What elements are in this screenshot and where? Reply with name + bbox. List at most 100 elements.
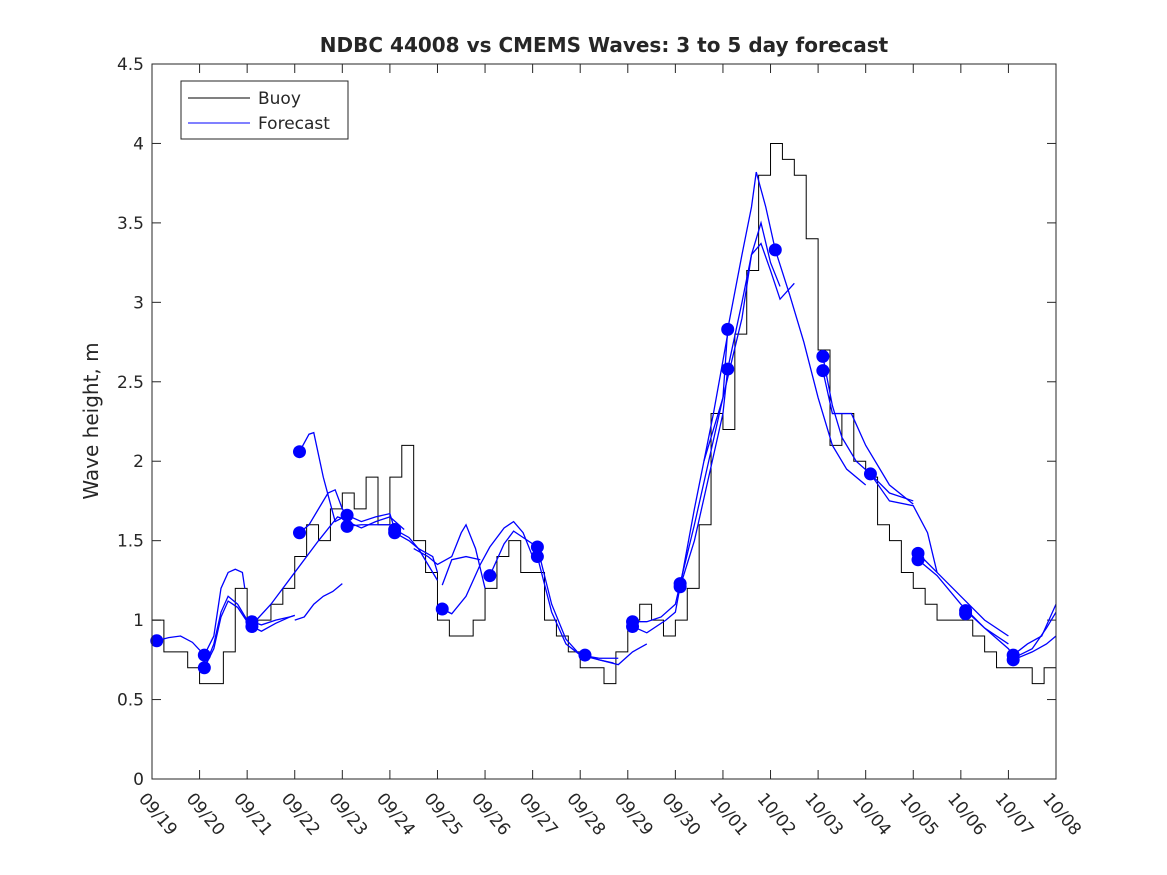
x-tick-label: 10/04 xyxy=(848,789,895,839)
forecast-series-line xyxy=(536,546,614,664)
forecast-series-line xyxy=(632,333,729,634)
forecast-series-line xyxy=(774,249,867,486)
y-tick-label: 0 xyxy=(133,770,144,790)
forecast-series-line xyxy=(346,516,405,531)
forecast-series-line xyxy=(346,512,396,530)
forecast-series-line xyxy=(298,431,348,523)
y-tick-label: 0.5 xyxy=(117,691,144,711)
legend-box xyxy=(180,80,349,140)
legend-forecast-label: Forecast xyxy=(258,114,330,134)
forecast-series-line xyxy=(822,370,914,505)
forecast-series-line xyxy=(679,368,729,587)
y-tick-label: 1 xyxy=(133,611,144,631)
forecast-start-marker xyxy=(911,553,925,567)
forecast-series-line xyxy=(727,220,781,370)
x-tick-label: 09/20 xyxy=(182,789,229,839)
legend: Buoy Forecast xyxy=(180,80,349,140)
forecast-start-marker xyxy=(340,508,354,522)
forecast-series-line xyxy=(703,242,795,462)
forecast-start-marker xyxy=(1006,653,1020,667)
y-tick-label: 2.5 xyxy=(117,373,144,393)
forecast-series-line xyxy=(347,524,396,534)
forecast-start-marker xyxy=(388,526,402,540)
forecast-series-line xyxy=(441,520,534,615)
forecast-series-line xyxy=(394,532,439,581)
x-tick-label: 10/08 xyxy=(1038,789,1085,839)
forecast-start-marker xyxy=(626,619,640,633)
forecast-series-line xyxy=(489,530,538,576)
forecast-start-marker xyxy=(245,619,259,633)
x-tick-label: 09/21 xyxy=(229,789,276,839)
forecast-start-marker xyxy=(530,550,544,564)
y-tick-label: 4 xyxy=(133,134,144,154)
forecast-series-line xyxy=(822,356,938,573)
plot-area-frame xyxy=(151,63,1057,780)
forecast-start-marker xyxy=(483,569,497,583)
y-tick-label: 4.5 xyxy=(117,55,144,75)
forecast-start-marker xyxy=(816,349,830,363)
x-tick-label: 10/03 xyxy=(800,789,847,839)
forecast-start-marker xyxy=(150,634,164,648)
x-tick-label: 09/23 xyxy=(324,789,371,839)
x-tick-label: 09/27 xyxy=(515,789,562,839)
forecast-series-line xyxy=(536,556,619,659)
forecast-series-line xyxy=(441,555,481,586)
forecast-series-line xyxy=(917,559,1009,645)
forecast-series-line xyxy=(584,643,648,666)
forecast-series-line xyxy=(299,488,348,534)
legend-buoy-label: Buoy xyxy=(258,89,301,109)
forecast-series-line xyxy=(727,171,776,330)
x-tick-label: 09/25 xyxy=(420,789,467,839)
x-tick-label: 09/19 xyxy=(134,789,181,839)
buoy-series-line xyxy=(152,142,1056,685)
forecast-start-marker xyxy=(959,607,973,621)
x-tick-label: 10/01 xyxy=(705,789,752,839)
forecast-series-line xyxy=(869,473,914,502)
forecast-start-marker xyxy=(768,243,782,257)
forecast-series-line xyxy=(251,614,295,632)
forecast-start-marker xyxy=(340,519,354,533)
chart-title: NDBC 44008 vs CMEMS Waves: 3 to 5 day fo… xyxy=(320,33,889,57)
x-tick-label: 10/05 xyxy=(895,789,942,839)
forecast-start-marker xyxy=(435,602,449,616)
x-tick-label: 10/07 xyxy=(991,789,1038,839)
y-tick-label: 3 xyxy=(133,293,144,313)
x-tick-label: 10/02 xyxy=(753,789,800,839)
forecast-start-marker xyxy=(578,648,592,662)
forecast-start-marker xyxy=(816,364,830,378)
x-tick-label: 09/24 xyxy=(372,789,419,839)
forecast-series-line xyxy=(917,552,1009,637)
forecast-series-line xyxy=(294,583,343,621)
x-tick-label: 09/22 xyxy=(277,789,324,839)
forecast-series-line xyxy=(251,516,348,626)
forecast-series-line xyxy=(413,523,486,589)
forecast-series-line xyxy=(632,583,681,623)
forecast-start-marker xyxy=(673,580,687,594)
x-tick-label: 09/28 xyxy=(562,789,609,839)
y-tick-label: 2 xyxy=(133,452,144,472)
forecast-start-marker xyxy=(292,526,306,540)
forecast-series-line xyxy=(1012,635,1057,661)
forecast-start-marker xyxy=(863,467,877,481)
x-tick-label: 09/29 xyxy=(610,789,657,839)
forecast-series-line xyxy=(203,595,253,669)
forecast-start-marker xyxy=(530,540,544,554)
forecast-start-marker xyxy=(292,445,306,459)
forecast-series-line xyxy=(156,635,205,656)
forecast-start-marker xyxy=(197,661,211,675)
forecast-start-marker xyxy=(197,648,211,662)
y-axis-label: Wave height, m xyxy=(79,342,103,499)
forecast-series-line xyxy=(203,600,252,669)
forecast-start-marker xyxy=(721,362,735,376)
y-tick-label: 1.5 xyxy=(117,532,144,552)
x-tick-label: 09/30 xyxy=(658,789,705,839)
forecast-series-line xyxy=(679,329,729,584)
x-tick-label: 09/26 xyxy=(467,789,514,839)
y-tick-label: 3.5 xyxy=(117,214,144,234)
forecast-series-line xyxy=(1012,603,1057,656)
forecast-start-marker xyxy=(721,322,735,336)
forecast-series-line xyxy=(203,568,246,656)
forecast-series-line xyxy=(1012,611,1057,659)
